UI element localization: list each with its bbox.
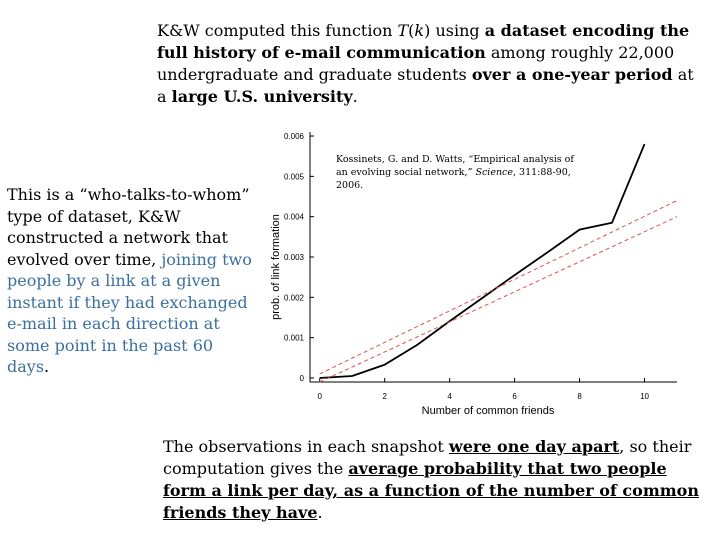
- left-text: .: [44, 357, 50, 376]
- intro-bold-university: large U.S. university: [171, 87, 353, 106]
- intro-text: ) using: [424, 21, 485, 40]
- bottom-text: .: [317, 503, 323, 522]
- x-tick-label: 8: [577, 392, 582, 401]
- intro-text: at a: [157, 65, 694, 106]
- y-tick-label: 0.002: [284, 293, 305, 302]
- x-axis-ticks: 0 2 4 6 8 10: [318, 378, 650, 401]
- bottom-text: The observations in each snapshot: [163, 437, 449, 456]
- reference-dashed-line: [319, 216, 678, 383]
- y-tick-label: 0.001: [284, 334, 305, 343]
- bottom-paragraph: The observations in each snapshot were o…: [163, 436, 708, 524]
- intro-text: .: [352, 87, 358, 106]
- left-paragraph: This is a “who-talks-to-whom” type of da…: [7, 184, 257, 378]
- citation-text: Kossinets, G. and D. Watts, “Empirical a…: [336, 154, 574, 178]
- intro-paragraph: K&W computed this function T(k) using a …: [157, 20, 702, 108]
- y-tick-label: 0: [300, 374, 305, 383]
- intro-text: K&W computed this function: [157, 21, 398, 40]
- y-tick-label: 0.006: [284, 132, 305, 141]
- left-highlight: joining two people by a link at a given …: [7, 249, 252, 377]
- citation: Kossinets, G. and D. Watts, “Empirical a…: [336, 153, 586, 192]
- x-tick-label: 4: [447, 392, 452, 401]
- y-tick-label: 0.005: [284, 172, 305, 181]
- reference-dashed-line: [319, 200, 678, 375]
- intro-bold-dataset: a dataset encoding the full history of e…: [157, 21, 690, 62]
- bottom-underlined-probability: average probability that two people form…: [163, 459, 699, 522]
- x-tick-label: 0: [318, 392, 323, 401]
- probability-line: [319, 143, 646, 379]
- function-name: T: [397, 21, 409, 40]
- citation-text: , 311:88-90, 2006.: [336, 167, 571, 191]
- x-axis-label: Number of common friends: [422, 405, 555, 417]
- citation-journal: Science: [475, 167, 514, 178]
- bottom-text: , so their computation gives the: [163, 437, 692, 478]
- function-variable: k: [414, 21, 425, 40]
- y-axis-ticks: 0 0.001 0.002 0.003 0.004 0.005 0.006: [284, 132, 314, 383]
- x-tick-label: 2: [382, 392, 387, 401]
- y-tick-label: 0.003: [284, 253, 305, 262]
- bottom-underlined-snapshot: were one day apart: [448, 437, 620, 456]
- chart-series: [319, 143, 678, 383]
- left-text: This is a “who-talks-to-whom” type of da…: [7, 185, 250, 269]
- x-tick-label: 6: [512, 392, 517, 401]
- x-tick-label: 10: [640, 392, 649, 401]
- y-tick-label: 0.004: [284, 213, 305, 222]
- y-axis-label: prob. of link formation: [270, 214, 282, 320]
- intro-text: among roughly 22,000 undergraduate and g…: [157, 43, 675, 84]
- intro-bold-period: over a one-year period: [471, 65, 673, 84]
- intro-text: (: [408, 21, 415, 40]
- plot-frame: [309, 132, 677, 383]
